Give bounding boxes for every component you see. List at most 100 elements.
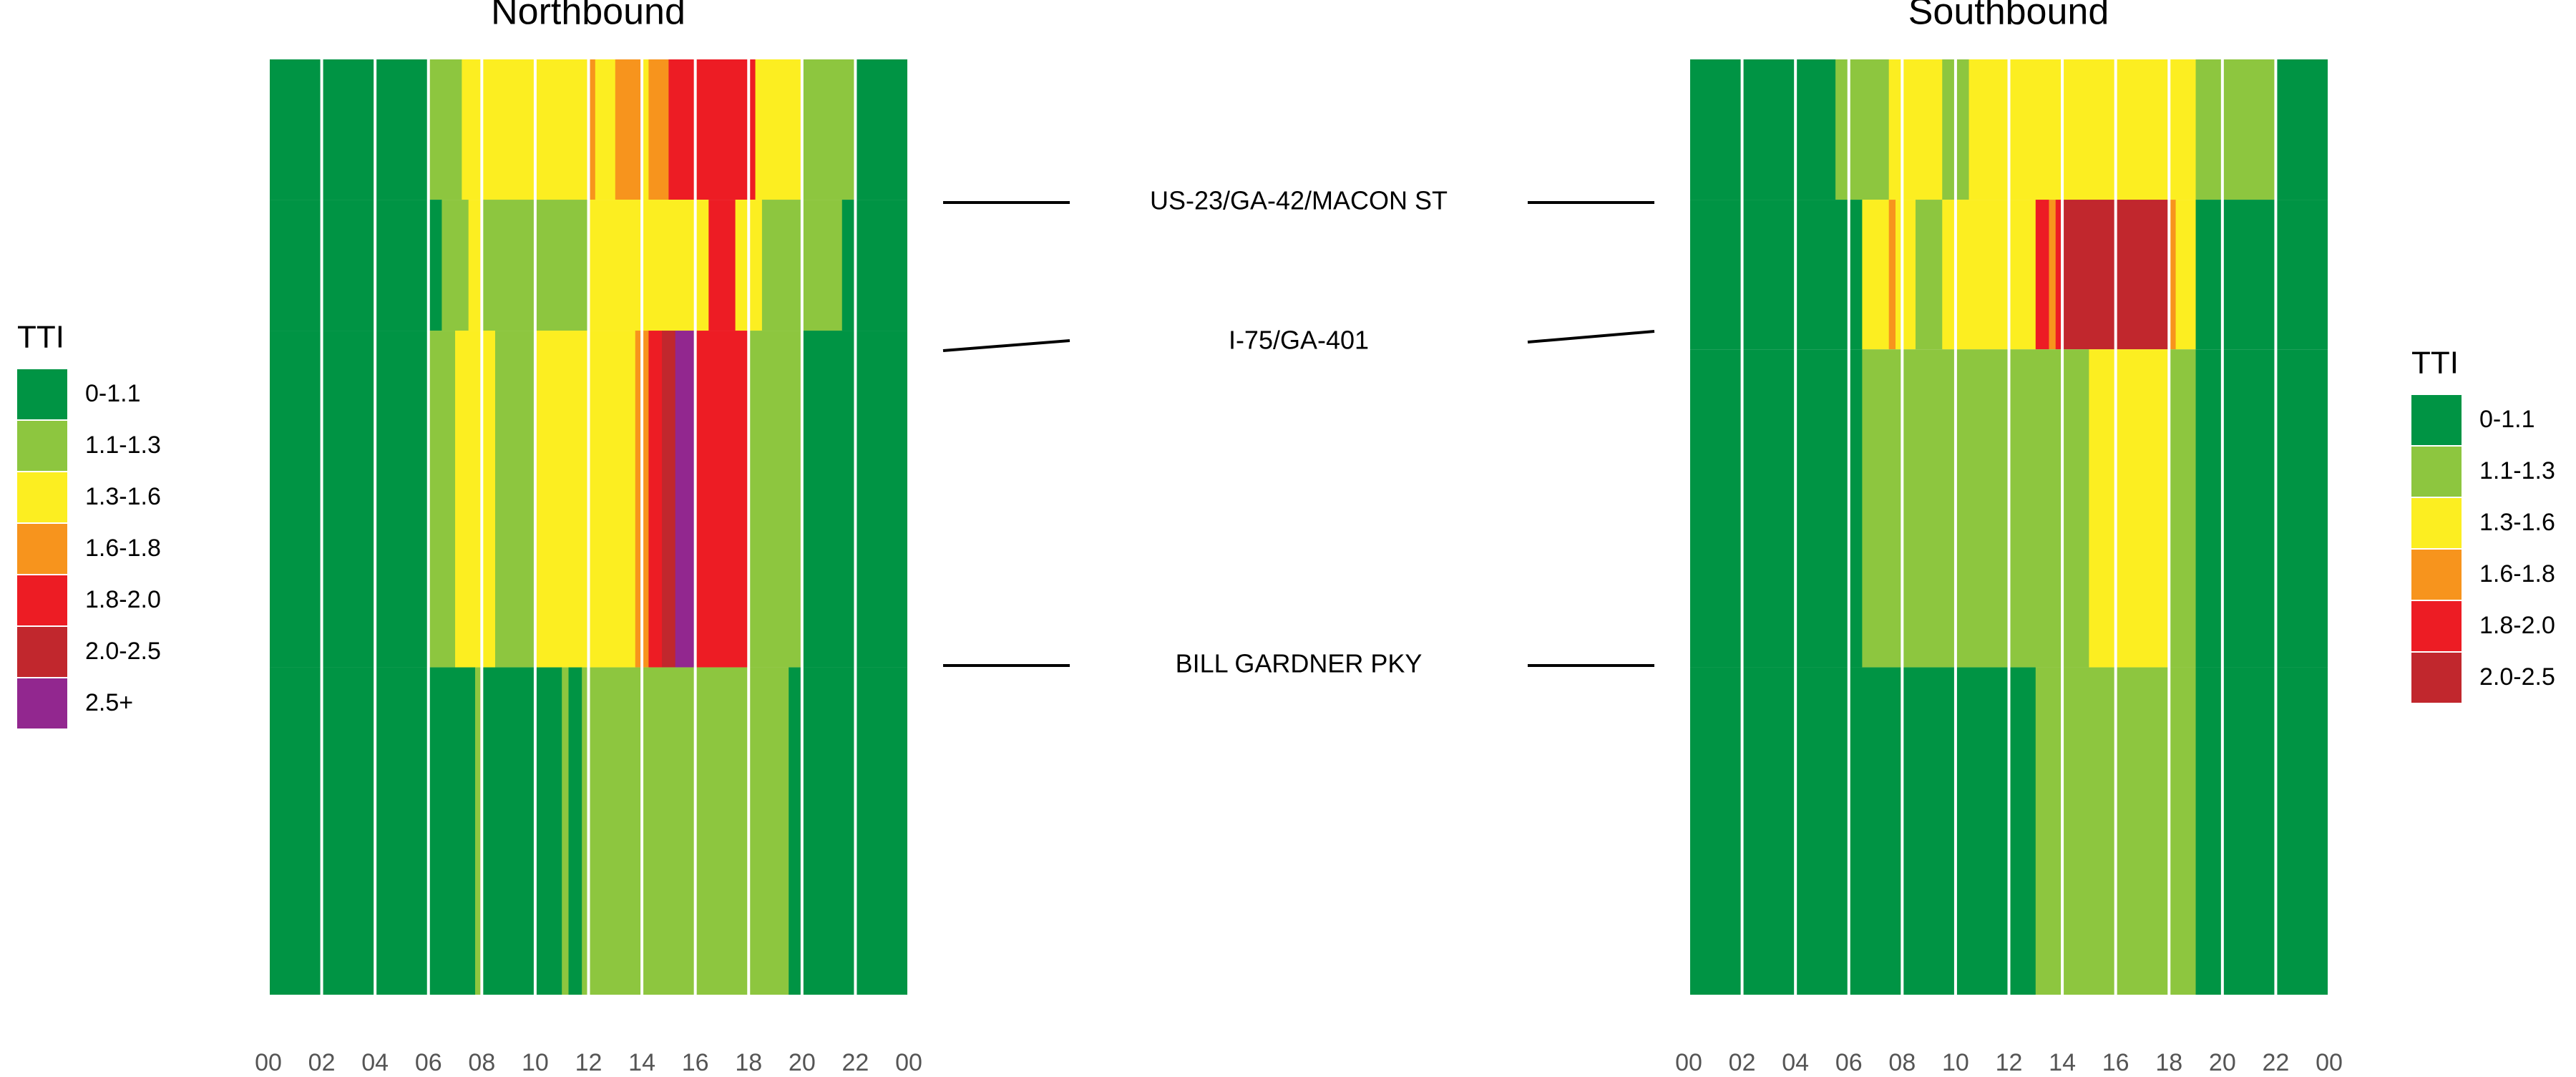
heatmap-cell (1896, 200, 1916, 350)
legend-title-0: TTI (17, 320, 64, 355)
x-tick-label: 02 (308, 1049, 336, 1073)
heatmap-cell (2055, 200, 2063, 350)
x-tick-label: 14 (628, 1049, 655, 1073)
x-tick-label: 08 (1888, 1049, 1916, 1073)
chart-title-0: Northbound (491, 0, 686, 33)
x-tick-label: 00 (255, 1049, 282, 1073)
heatmap-cell (2169, 200, 2177, 350)
x-tick-label: 00 (895, 1049, 922, 1073)
heatmap-cell (1888, 59, 1943, 200)
x-tick-label: 00 (2316, 1049, 2343, 1073)
x-tick-label: 00 (1675, 1049, 1702, 1073)
x-tick-label: 18 (735, 1049, 762, 1073)
heatmap-cell (1888, 200, 1896, 350)
heatmap-cell (2169, 349, 2197, 668)
heatmap-cell (695, 331, 749, 668)
heatmap-cell (494, 331, 536, 668)
heatmap-cell (268, 331, 429, 668)
x-tick-label: 20 (2209, 1049, 2236, 1073)
legend-swatch (2411, 498, 2462, 548)
legend-label: 1.8-2.0 (85, 586, 161, 613)
legend-label: 1.1-1.3 (2479, 457, 2555, 484)
legend-swatch (2411, 653, 2462, 703)
heatmap-cell (568, 667, 582, 995)
heatmap-cell (2195, 349, 2330, 668)
heatmap-cell (482, 667, 562, 995)
x-tick-label: 08 (468, 1049, 495, 1073)
legend-label: 0-1.1 (85, 380, 141, 407)
x-tick-label: 10 (1942, 1049, 1969, 1073)
heatmap-cell (668, 59, 749, 200)
x-tick-label: 16 (2102, 1049, 2129, 1073)
location-label: BILL GARDNER PKY (1176, 649, 1423, 678)
heatmap-cell (648, 59, 669, 200)
heatmap-cell (855, 59, 909, 200)
heatmap-cell (615, 59, 643, 200)
heatmap-cell (662, 331, 676, 668)
x-tick-label: 06 (415, 1049, 442, 1073)
x-tick-label: 20 (789, 1049, 816, 1073)
x-tick-label: 04 (1782, 1049, 1809, 1073)
heatmap-cell (468, 200, 482, 331)
location-label: US-23/GA-42/MACON ST (1150, 186, 1448, 215)
legend-swatch (17, 369, 67, 419)
heatmap-cell (789, 667, 909, 995)
heatmap-cell (535, 331, 636, 668)
heatmap-cell (2049, 200, 2057, 350)
x-tick-label: 16 (682, 1049, 709, 1073)
legend-label: 0-1.1 (2479, 406, 2535, 433)
x-tick-label: 14 (2049, 1049, 2076, 1073)
heatmap-cell (2195, 59, 2276, 200)
heatmap-cell (588, 200, 709, 331)
heatmap-cell (755, 59, 803, 200)
heatmap-cell (642, 59, 649, 200)
heatmap-cell (2195, 667, 2330, 995)
x-tick-label: 06 (1835, 1049, 1863, 1073)
legend-swatch (2411, 395, 2462, 445)
x-tick-label: 02 (1729, 1049, 1756, 1073)
legend-label: 2.5+ (85, 689, 133, 716)
heatmap-panel-1 (1687, 59, 2331, 995)
legend-swatch (17, 421, 67, 471)
heatmap-cell (1968, 59, 2197, 200)
heatmap-cell (1835, 59, 1890, 200)
heatmap-cell (595, 59, 616, 200)
legend-swatch (17, 575, 67, 625)
heatmap-cell (841, 200, 909, 331)
heatmap-cell (1862, 200, 1890, 350)
heatmap-cell (2089, 349, 2170, 668)
legend-label: 2.0-2.5 (85, 638, 161, 665)
heatmap-cell (2195, 200, 2330, 350)
heatmap-cell (2175, 200, 2197, 350)
x-tick-label: 22 (2263, 1049, 2290, 1073)
heatmap-cell (1689, 349, 1863, 668)
heatmap-cell (562, 667, 570, 995)
x-tick-label: 18 (2155, 1049, 2182, 1073)
heatmap-cell (582, 667, 789, 995)
legend-swatch (17, 472, 67, 522)
legend-title-1: TTI (2411, 346, 2459, 381)
location-label: I-75/GA-401 (1229, 326, 1369, 355)
heatmap-cell (2275, 59, 2330, 200)
heatmap-cell (708, 200, 736, 331)
legend-label: 1.1-1.3 (85, 432, 161, 459)
heatmap-cell (428, 59, 462, 200)
legend-label: 1.3-1.6 (85, 483, 161, 510)
heatmap-cell (1942, 200, 2036, 350)
heatmap-cell (1689, 200, 1863, 350)
heatmap-cell (1862, 349, 2089, 668)
heatmap-cell (748, 331, 803, 668)
legend-swatch (2411, 601, 2462, 651)
heatmap-cell (588, 59, 596, 200)
heatmap-cell (1689, 59, 1836, 200)
heatmap-cell (268, 200, 429, 331)
heatmap-cell (268, 59, 429, 200)
heatmap-cell (1689, 667, 2036, 995)
heatmap-cell (748, 59, 756, 200)
heatmap-cell (441, 200, 469, 331)
legend-label: 1.6-1.8 (2479, 560, 2555, 588)
heatmap-cell (2035, 200, 2049, 350)
heatmap-cell (428, 200, 442, 331)
